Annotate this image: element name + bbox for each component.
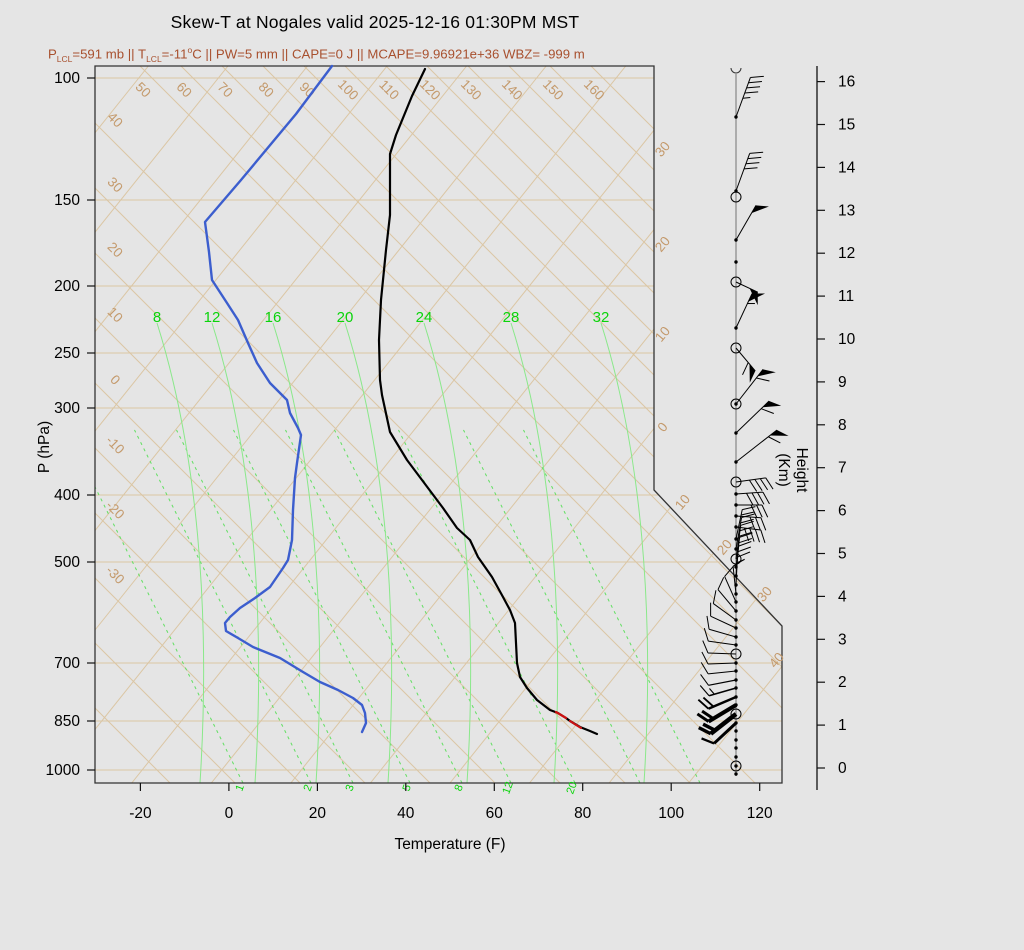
- svg-text:1: 1: [838, 717, 847, 734]
- svg-text:2: 2: [301, 783, 314, 793]
- svg-text:120: 120: [747, 805, 773, 822]
- svg-text:9: 9: [838, 374, 847, 391]
- svg-text:30: 30: [105, 174, 126, 195]
- svg-text:140: 140: [499, 77, 526, 104]
- svg-text:-30: -30: [103, 563, 127, 587]
- svg-text:12: 12: [500, 780, 515, 796]
- temperature-axis: -20 0 20 40 60 80 100 120: [129, 783, 773, 822]
- svg-text:5: 5: [838, 546, 847, 563]
- svg-text:3: 3: [838, 631, 847, 648]
- svg-text:1: 1: [233, 783, 246, 793]
- svg-text:14: 14: [838, 159, 856, 176]
- svg-text:10: 10: [105, 304, 126, 325]
- svg-text:20: 20: [652, 234, 673, 255]
- svg-text:60: 60: [174, 79, 195, 100]
- svg-text:700: 700: [54, 655, 80, 672]
- svg-text:200: 200: [54, 278, 80, 295]
- chart-title: Skew-T at Nogales valid 2025-12-16 01:30…: [170, 12, 580, 32]
- svg-text:40: 40: [397, 805, 415, 822]
- svg-text:13: 13: [838, 202, 855, 219]
- svg-text:400: 400: [54, 487, 80, 504]
- svg-text:10: 10: [838, 331, 856, 348]
- svg-text:20: 20: [564, 780, 579, 796]
- svg-text:150: 150: [540, 77, 567, 104]
- svg-text:850: 850: [54, 713, 80, 730]
- svg-text:0: 0: [107, 372, 123, 388]
- svg-text:28: 28: [503, 309, 520, 326]
- svg-text:-20: -20: [103, 498, 127, 522]
- svg-text:100: 100: [658, 805, 684, 822]
- svg-text:110: 110: [376, 77, 402, 103]
- svg-text:130: 130: [458, 77, 485, 104]
- svg-text:30: 30: [652, 139, 673, 160]
- svg-text:100: 100: [335, 77, 362, 104]
- svg-text:250: 250: [54, 345, 80, 362]
- temperature-red-segment: [568, 719, 583, 730]
- svg-text:150: 150: [54, 192, 80, 209]
- svg-text:40: 40: [766, 650, 787, 671]
- svg-text:24: 24: [416, 309, 433, 326]
- svg-text:10: 10: [672, 492, 693, 513]
- svg-text:80: 80: [256, 79, 277, 100]
- svg-text:0: 0: [225, 805, 234, 822]
- pressure-axis: 100 150 200 250 300 400 500 700 850 1000: [46, 70, 95, 779]
- moist-adiabat-labels: 8 12 16 20 24 28 321 2 3 5 8 12 20: [153, 309, 610, 796]
- svg-text:20: 20: [309, 805, 327, 822]
- svg-text:-20: -20: [129, 805, 152, 822]
- dewpoint-curve: [203, 64, 368, 734]
- svg-text:8: 8: [452, 783, 465, 793]
- svg-text:0: 0: [654, 419, 670, 434]
- svg-text:160: 160: [581, 77, 608, 104]
- svg-text:8: 8: [153, 309, 161, 326]
- svg-text:10: 10: [652, 324, 673, 345]
- svg-text:300: 300: [54, 400, 80, 417]
- background-grid: [95, 66, 782, 783]
- plot-border: [94, 65, 783, 784]
- svg-text:16: 16: [838, 74, 855, 91]
- svg-text:80: 80: [574, 805, 592, 822]
- temperature-red-segment: [554, 710, 568, 720]
- temperature-axis-title: Temperature (F): [394, 836, 506, 853]
- svg-text:500: 500: [54, 554, 80, 571]
- svg-text:12: 12: [838, 245, 855, 262]
- svg-text:0: 0: [838, 760, 847, 777]
- svg-text:20: 20: [105, 239, 126, 260]
- svg-text:15: 15: [838, 117, 855, 134]
- svg-text:4: 4: [838, 588, 847, 605]
- svg-text:60: 60: [486, 805, 504, 822]
- svg-text:5: 5: [400, 783, 413, 793]
- svg-text:32: 32: [593, 309, 610, 326]
- svg-text:40: 40: [105, 109, 126, 130]
- svg-text:16: 16: [265, 309, 282, 326]
- svg-text:8: 8: [838, 417, 847, 434]
- svg-text:11: 11: [838, 288, 854, 305]
- svg-text:20: 20: [714, 537, 735, 558]
- svg-text:120: 120: [417, 77, 444, 104]
- svg-text:100: 100: [54, 70, 80, 87]
- wind-barbs: [696, 67, 789, 776]
- svg-text:12: 12: [204, 309, 221, 326]
- svg-text:1000: 1000: [46, 762, 81, 779]
- svg-text:20: 20: [337, 309, 354, 326]
- svg-text:30: 30: [754, 584, 775, 605]
- chart-subtitle: PLCL=591 mb || TLCL=-11oC || PW=5 mm || …: [48, 45, 585, 65]
- svg-text:70: 70: [215, 79, 236, 100]
- svg-text:3: 3: [343, 783, 356, 793]
- svg-text:-10: -10: [103, 433, 127, 457]
- svg-text:6: 6: [838, 503, 847, 520]
- svg-text:2: 2: [838, 674, 847, 691]
- svg-text:7: 7: [838, 460, 847, 477]
